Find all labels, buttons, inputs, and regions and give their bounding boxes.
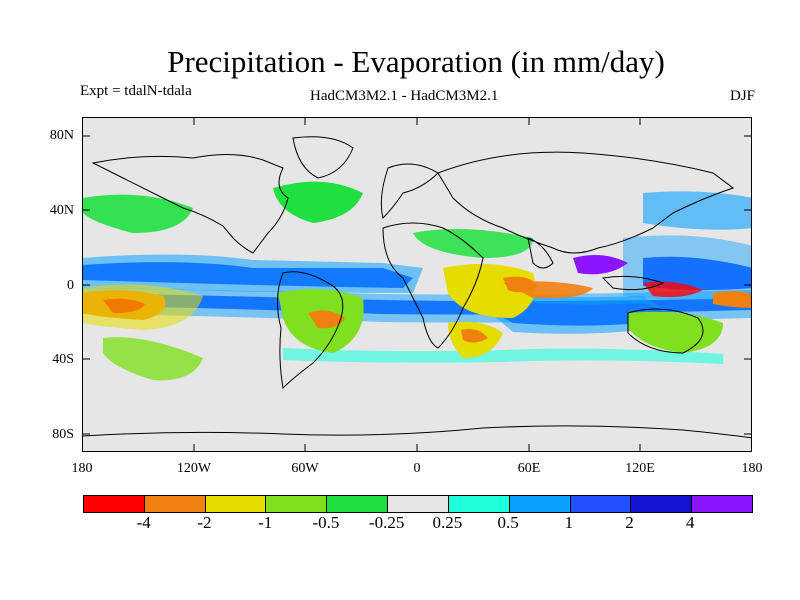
colorbar-label: -4 xyxy=(136,513,151,532)
colorbar-swatch xyxy=(448,496,510,512)
coast-asia xyxy=(437,151,735,254)
lat-tick: 40N xyxy=(49,203,74,218)
colorbar-swatch xyxy=(144,496,206,512)
map-field xyxy=(83,136,751,439)
colorbar-label: -2 xyxy=(197,513,212,532)
colorbar xyxy=(83,495,753,513)
season-label: DJF xyxy=(729,88,755,104)
colorbar-swatch xyxy=(692,496,752,512)
colorbar-swatch xyxy=(84,496,145,512)
lat-tick: 80N xyxy=(49,128,74,143)
lon-tick: 180 xyxy=(71,461,93,476)
coast-maritime-continent xyxy=(601,275,665,291)
colorbar-label: 2 xyxy=(625,513,634,532)
experiment-label: Expt = tdalN-tdala xyxy=(80,83,192,99)
colorbar-swatch xyxy=(266,496,328,512)
field-pacific-storm-track xyxy=(643,191,751,230)
chart-title: Precipitation - Evaporation (in mm/day) xyxy=(167,44,665,79)
field-dry-south-pacific xyxy=(103,337,203,381)
colorbar-swatch xyxy=(509,496,571,512)
lon-tick: 180 xyxy=(741,461,763,476)
colorbar-label: -0.5 xyxy=(312,513,340,532)
lon-tick: 0 xyxy=(413,461,421,476)
field-layer xyxy=(83,181,751,381)
coast-europe xyxy=(380,163,439,219)
lat-tick: 80S xyxy=(52,427,74,442)
field-dry-east-pacific xyxy=(713,291,751,308)
field-warm-pool xyxy=(643,256,751,291)
colorbar-label: -0.25 xyxy=(368,513,405,532)
precip-evap-map xyxy=(82,117,752,452)
lat-tick: 40S xyxy=(52,352,74,367)
field-storm-track-south xyxy=(283,348,723,364)
field-dry-amazon-core xyxy=(308,310,345,329)
colorbar-swatch xyxy=(388,496,449,512)
colorbar-label: 0.25 xyxy=(432,513,463,532)
lon-tick: 120E xyxy=(625,461,655,476)
field-itcz-north-halo xyxy=(83,254,423,293)
coast-africa xyxy=(382,222,484,349)
field-dry-mideast xyxy=(413,229,533,258)
coast-india xyxy=(527,237,554,269)
field-dry-north-atlantic xyxy=(273,181,363,223)
coast-australia xyxy=(627,308,704,354)
model-label: HadCM3M2.1 - HadCM3M2.1 xyxy=(310,88,499,104)
colorbar-label: -1 xyxy=(258,513,273,532)
coast-north-america xyxy=(91,153,289,254)
lon-tick: 120W xyxy=(176,461,212,476)
coast-antarctica xyxy=(83,425,751,439)
colorbar-swatch xyxy=(570,496,632,512)
field-dry-pacific-yellow xyxy=(83,284,203,330)
coastlines xyxy=(83,136,751,439)
field-dry-north-pacific xyxy=(83,194,193,233)
coast-south-america xyxy=(277,271,344,390)
field-warm-pool-core xyxy=(573,254,628,275)
colorbar-swatch xyxy=(631,496,693,512)
lon-tick: 60W xyxy=(291,461,319,476)
coast-greenland xyxy=(292,136,354,179)
colorbar-swatch xyxy=(205,496,267,512)
lon-tick: 60E xyxy=(517,461,541,476)
colorbar-label: 4 xyxy=(686,513,695,532)
field-dry-south-africa-core xyxy=(461,329,488,343)
field-dry-australia xyxy=(628,311,723,353)
field-dry-indian xyxy=(503,281,593,299)
colorbar-swatch xyxy=(327,496,389,512)
lat-tick: 0 xyxy=(67,278,74,293)
colorbar-label: 1 xyxy=(564,513,574,532)
colorbar-label: 0.5 xyxy=(497,513,519,532)
